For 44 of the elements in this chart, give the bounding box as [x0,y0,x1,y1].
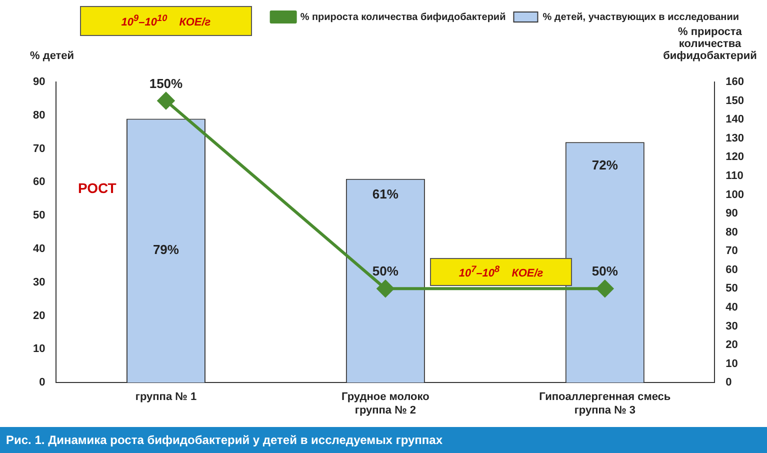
y2-tick-label: 90 [726,208,738,220]
data-label: 50% [592,264,618,279]
annotation: РОСТ [78,180,116,196]
y2-tick-label: 70 [726,245,738,258]
y-tick-label: 60 [32,176,46,188]
y2-tick-label: 60 [726,264,738,276]
y2-tick-label: 140 [726,114,744,126]
y-tick-label: 30 [32,276,46,288]
legend-label: % детей, участвующих в исследовании [542,12,740,23]
y-tick-label: 90 [32,76,46,88]
y-tick-label: 20 [32,310,46,322]
y2-tick-label: 120 [726,151,744,164]
data-label: 150% [149,76,184,91]
y-tick-label: 80 [32,109,46,122]
x-tick-label: группа № 1 [135,391,197,404]
y-tick-label: 70 [32,142,46,155]
y2-tick-label: 150 [726,94,744,107]
y2-tick-label: 110 [726,170,744,182]
y2-tick-label: 10 [726,358,738,370]
y2-tick-label: 160 [726,76,744,88]
y2-axis-title: % прироста количества бифидобактерий [662,26,758,62]
y-tick-label: 10 [32,343,46,356]
y2-tick-label: 30 [726,320,738,332]
data-label: 72% [592,158,618,173]
x-tick-label: Грудное молоко группа № 2 [342,391,430,416]
y2-tick-label: 130 [726,132,744,144]
data-label: 79% [152,242,180,258]
y2-tick-label: 50 [726,282,738,295]
y-tick-label: 40 [32,243,46,256]
data-label: 61% [372,186,399,202]
data-label: 50% [372,264,399,279]
y2-tick-label: 80 [726,226,738,238]
legend-label: % прироста количества бифидобактерий [300,12,506,23]
y2-tick-label: 100 [726,188,744,201]
text: Рис. 1. Динамика роста бифидобактерий у детей в исследуемых группах [0,427,767,453]
note-box: 10$^{7}$–10$^{8}$ КОЕ/г [430,258,572,286]
y-tick-label: 50 [32,210,46,222]
y2-tick-label: 20 [726,339,738,352]
x-tick-label: Гипоаллергенная смесь группа № 3 [539,391,671,416]
y-axis-title: % детей [30,50,74,62]
y-tick-label: 0 [39,376,46,389]
y2-tick-label: 40 [726,301,738,314]
note-box: 10$^{9}$–10$^{10}$ КОЕ/г [80,6,252,36]
y2-tick-label: 0 [726,376,732,389]
